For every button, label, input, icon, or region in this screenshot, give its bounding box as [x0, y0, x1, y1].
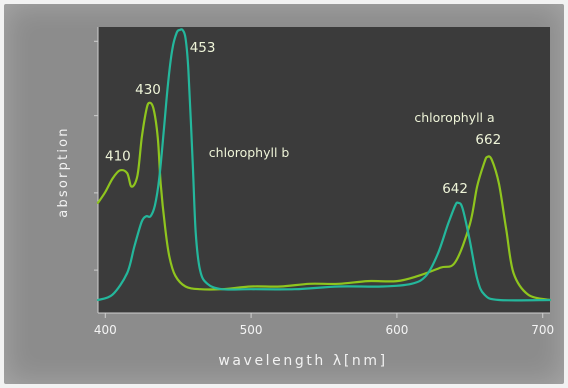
y-ticks	[94, 40, 98, 271]
peak-label: 662	[475, 132, 501, 148]
x-tick-label: 600	[385, 323, 408, 337]
peak-label: 642	[442, 181, 468, 197]
x-tick-label: 700	[531, 323, 554, 337]
x-tick-label: 500	[240, 323, 263, 337]
chlorophyll-a-line	[96, 101, 552, 302]
peak-label: 453	[190, 40, 216, 56]
series-lines	[96, 28, 552, 302]
x-axis-label: wavelength λ[nm]	[218, 353, 387, 369]
peak-label: 430	[135, 82, 161, 98]
x-tick-label: 400	[94, 323, 117, 337]
axes	[97, 27, 550, 314]
y-axis-label: absorption	[56, 126, 71, 217]
chlorophyll-b-line	[96, 28, 552, 302]
annotations: 410 430 453 642 662 chlorophyll a chlorophyll …	[105, 40, 501, 197]
x-ticks: 400 500 600 700	[94, 313, 554, 337]
peak-label: 410	[105, 148, 131, 164]
series-name-label: chlorophyll b	[209, 145, 290, 160]
series-name-label: chlorophyll a	[414, 110, 494, 125]
